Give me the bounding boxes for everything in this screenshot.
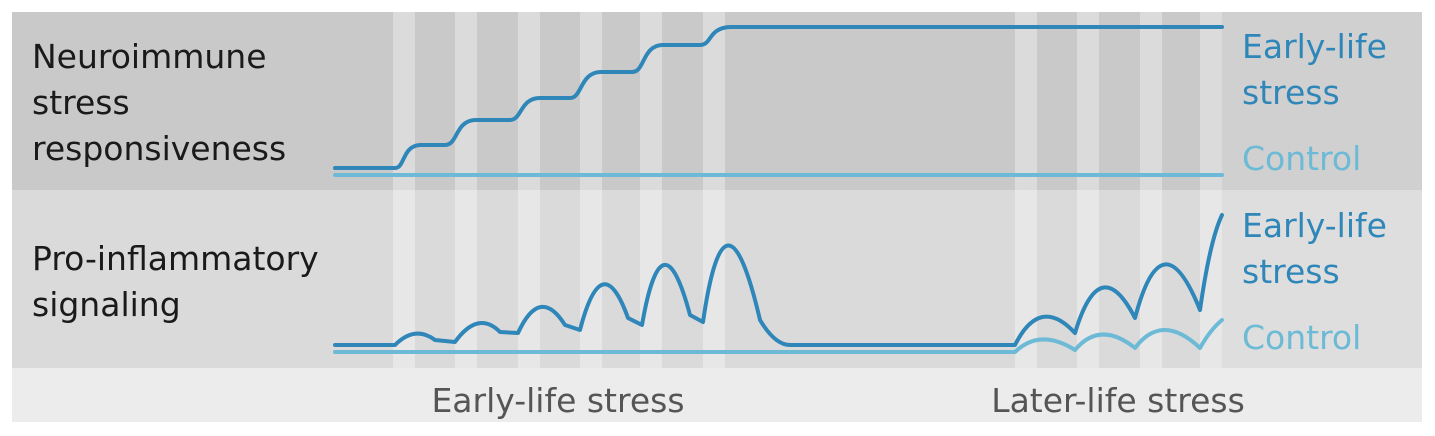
row-label: signaling [32,285,181,324]
label-band [1222,190,1422,368]
stress-stripes [393,12,1222,368]
row-label: Pro-inflammatory [32,239,319,278]
period-label: Later-life stress [991,381,1245,420]
series-label: stress [1242,252,1340,291]
series-label: Control [1242,139,1361,178]
period-label: Early-life stress [431,381,684,420]
curves [333,25,1224,354]
series-label: Early-life [1242,27,1387,66]
label-band [1222,12,1422,190]
series-label: Early-life [1242,206,1387,245]
row-label: responsiveness [32,129,286,168]
row-label: Neuroimmune [32,37,267,76]
top-band [12,12,1422,190]
labels: Neuroimmune stress responsiveness Pro-in… [32,27,1387,420]
bottom-band [12,368,1422,422]
series-label: stress [1242,73,1340,112]
row-label: stress [32,83,130,122]
series-label: Control [1242,318,1361,357]
